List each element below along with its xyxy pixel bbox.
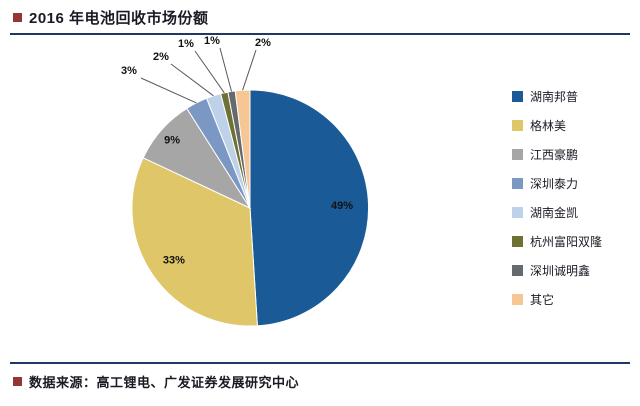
label-leader-line xyxy=(219,47,232,92)
chart-title: 2016 年电池回收市场份额 xyxy=(29,10,209,27)
legend-swatch xyxy=(512,178,523,189)
legend-label: 湖南邦普 xyxy=(530,90,579,104)
source-bullet-icon xyxy=(13,377,22,386)
pie-percent-label: 1% xyxy=(204,36,220,47)
label-leader-line xyxy=(194,50,225,94)
legend-item: 湖南金凯 xyxy=(512,198,602,227)
legend-swatch xyxy=(512,207,523,218)
legend-label: 湖南金凯 xyxy=(530,206,579,220)
legend-label: 其它 xyxy=(530,293,555,307)
legend-swatch xyxy=(512,294,523,305)
legend-swatch xyxy=(512,265,523,276)
pie-slice xyxy=(131,157,258,327)
legend: 湖南邦普格林美江西豪鹏深圳泰力湖南金凯杭州富阳双隆 深圳诚明鑫其它 xyxy=(512,82,602,314)
footer-divider xyxy=(10,362,630,364)
pie-percent-label: 3% xyxy=(121,65,137,77)
title-divider xyxy=(10,33,630,35)
pie-percent-label: 2% xyxy=(153,51,169,63)
legend-label: 深圳泰力 xyxy=(530,177,579,191)
legend-label: 深圳诚明鑫 xyxy=(530,264,591,278)
pie-slice xyxy=(249,89,370,327)
pie-percent-label: 2% xyxy=(255,37,271,49)
label-leader-line xyxy=(170,63,214,97)
pie-percent-label: 1% xyxy=(178,38,194,50)
legend-item: 深圳诚明鑫 xyxy=(512,256,602,285)
pie-percent-label: 33% xyxy=(163,255,185,267)
legend-item: 深圳泰力 xyxy=(512,169,602,198)
pie-chart: 49% 33% 9% 3% 2% 1% 1% 2% xyxy=(121,36,370,327)
legend-item: 格林美 xyxy=(512,111,602,140)
legend-label: 江西豪鹏 xyxy=(530,148,579,162)
legend-item: 其它 xyxy=(512,285,602,314)
source-text: 数据来源：高工锂电、广发证券发展研究中心 xyxy=(29,375,300,390)
legend-label: 杭州富阳双隆 xyxy=(530,235,603,249)
title-bullet-icon xyxy=(13,13,22,22)
legend-swatch xyxy=(512,236,523,247)
legend-swatch xyxy=(512,120,523,131)
pie-slice xyxy=(234,89,251,209)
legend-swatch xyxy=(512,149,523,160)
label-leader-line xyxy=(140,77,197,104)
pie-percent-label: 49% xyxy=(331,200,353,212)
legend-label: 格林美 xyxy=(530,119,567,133)
label-leader-line xyxy=(242,49,257,91)
pie-percent-label: 9% xyxy=(164,134,180,146)
chart-header: 2016 年电池回收市场份额 xyxy=(13,7,209,28)
legend-item: 湖南邦普 xyxy=(512,82,602,111)
legend-item: 杭州富阳双隆 xyxy=(512,227,602,256)
legend-item: 江西豪鹏 xyxy=(512,140,602,169)
legend-swatch xyxy=(512,91,523,102)
chart-footer: 数据来源：高工锂电、广发证券发展研究中心 xyxy=(13,372,299,391)
